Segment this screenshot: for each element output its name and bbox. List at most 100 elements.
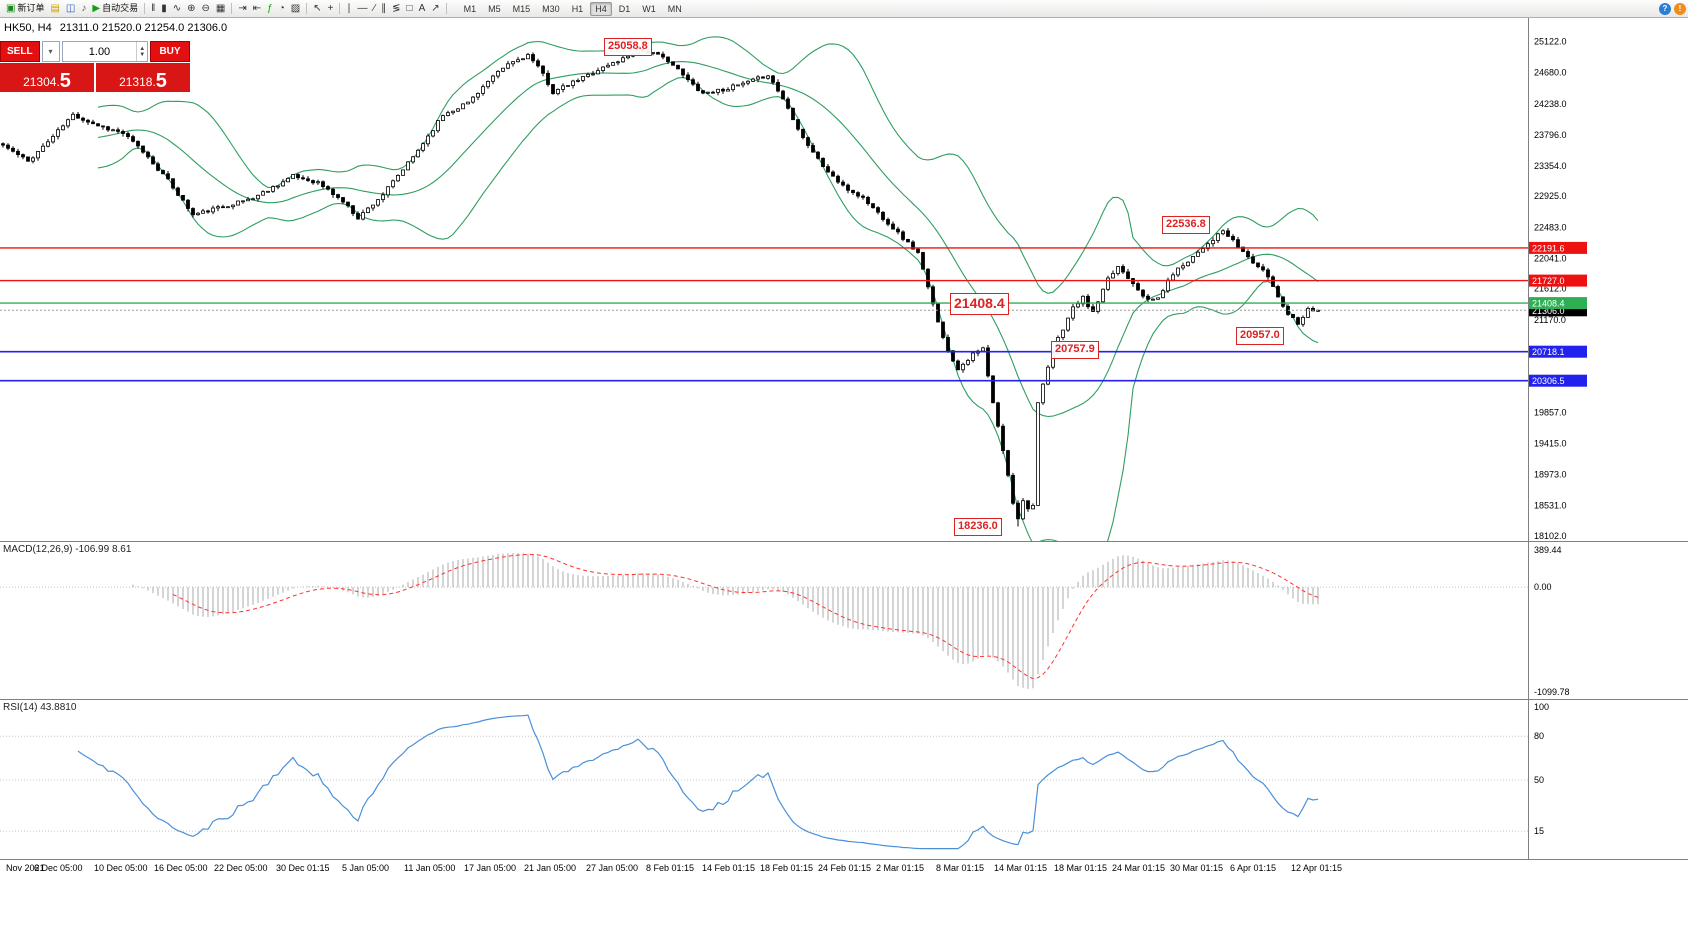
periods-icon-glyph: ◔ (278, 3, 285, 14)
timeframe-h4[interactable]: H4 (590, 1, 612, 16)
timeframe-d1[interactable]: D1 (618, 3, 631, 14)
text-icon[interactable]: A (417, 1, 428, 16)
vertical-line-icon[interactable]: ∣ (344, 1, 353, 16)
text-icon-glyph: A (418, 3, 426, 14)
time-label: 22 Dec 05:00 (214, 863, 268, 873)
candles-chart-type-icon[interactable]: ▮ (159, 1, 169, 16)
symbol-period: HK50, H4 (4, 22, 52, 34)
order-type-dropdown[interactable]: ▾ (41, 41, 60, 62)
svg-text:23796.0: 23796.0 (1534, 130, 1567, 140)
chart-shift-icon-glyph: ⇤ (252, 3, 262, 14)
zoom-out-icon[interactable]: ⊖ (200, 1, 212, 16)
time-label: 16 Dec 05:00 (154, 863, 208, 873)
alert-sound-icon[interactable]: ♪ (79, 1, 88, 16)
timeframe-h1[interactable]: H1 (571, 3, 584, 14)
time-label: Nov 2021 (6, 863, 45, 873)
volume-field: ▲ ▼ (61, 41, 148, 62)
autotrade-button-label: 自动交易 (102, 3, 139, 13)
time-label: 11 Jan 05:00 (404, 863, 456, 873)
channel-icon[interactable]: ∥ (379, 1, 388, 16)
buy-button[interactable]: BUY (150, 41, 190, 62)
window-filler (0, 877, 1688, 942)
time-label: 8 Mar 01:15 (936, 863, 985, 873)
toolbar-separator (306, 3, 308, 14)
community-icon[interactable]: ! (1674, 2, 1686, 15)
buy-price[interactable]: 21318. 5 (96, 63, 190, 92)
time-label: 18 Feb 01:15 (760, 863, 814, 873)
rsi-chart[interactable]: 100 80 50 15 (0, 700, 1688, 860)
autotrade-button[interactable]: ▶ 自动交易 (90, 1, 140, 16)
tile-windows-icon[interactable]: ▦ (214, 1, 227, 16)
price-label-21408.4[interactable]: 21408.4 (950, 293, 1009, 315)
svg-text:18973.0: 18973.0 (1534, 470, 1567, 480)
time-label: 5 Jan 05:00 (342, 863, 390, 873)
bar-chart-type-icon[interactable]: ‖ (149, 1, 157, 16)
timeframe-m1[interactable]: M1 (463, 3, 477, 14)
svg-text:19857.0: 19857.0 (1534, 407, 1567, 417)
profile-icon[interactable]: ▤ (48, 1, 61, 16)
line-chart-type-icon-glyph: ∿ (172, 3, 182, 14)
time-label: 10 Dec 05:00 (94, 863, 148, 873)
buy-price-big-digit: 5 (155, 70, 167, 92)
zoom-out-icon-glyph: ⊖ (201, 3, 210, 14)
cursor-icon[interactable]: ↖ (311, 1, 323, 16)
volume-down-icon[interactable]: ▼ (139, 51, 146, 58)
price-label-20757.9[interactable]: 20757.9 (1051, 341, 1099, 359)
price-label-22536.8[interactable]: 22536.8 (1162, 216, 1210, 234)
channel-icon-glyph: ∥ (381, 3, 387, 14)
sell-price[interactable]: 21304. 5 (0, 63, 94, 92)
price-label-18236.0[interactable]: 18236.0 (954, 518, 1002, 536)
price-label-25058.8[interactable]: 25058.8 (604, 38, 652, 56)
new-order-button-label: 新订单 (17, 3, 45, 13)
timeframe-group: M1 M5 M15 M30 H1 H4 D1 W1 MN (458, 1, 688, 16)
timeframe-m15[interactable]: M15 (512, 3, 531, 14)
macd-chart[interactable]: 389.44 0.00 -1099.78 (0, 542, 1688, 700)
main-chart-panel: 25122.0 24680.0 24238.0 23796.0 23354.0 22925… (0, 17, 1688, 541)
svg-text:24680.0: 24680.0 (1534, 68, 1567, 78)
line-chart-type-icon[interactable]: ∿ (171, 1, 183, 16)
svg-text:22925.0: 22925.0 (1534, 191, 1567, 201)
candlestick-chart[interactable]: 25122.0 24680.0 24238.0 23796.0 23354.0 22925… (0, 17, 1688, 541)
zoom-in-icon[interactable]: ⊕ (185, 1, 197, 16)
price-label-20957.0[interactable]: 20957.0 (1236, 327, 1284, 345)
sell-price-main: 21304. (23, 75, 60, 89)
new-order-button[interactable]: ▣ 新订单 (4, 1, 46, 16)
help-icon[interactable]: ? (1659, 2, 1671, 15)
timeframe-mn[interactable]: MN (667, 3, 682, 14)
timeframe-m30[interactable]: M30 (542, 3, 560, 14)
crosshair-icon[interactable]: + (326, 1, 336, 16)
svg-text:23354.0: 23354.0 (1534, 161, 1567, 171)
templates-icon[interactable]: ▨ (289, 1, 302, 16)
chart-window-icon[interactable]: ◫ (64, 1, 77, 16)
svg-text:21306.0: 21306.0 (1532, 306, 1565, 316)
horizontal-line-icon-glyph: ― (357, 3, 368, 14)
sell-price-big-digit: 5 (59, 70, 71, 92)
chart-shift-icon[interactable]: ⇤ (251, 1, 263, 16)
svg-text:20306.5: 20306.5 (1532, 376, 1565, 386)
volume-input[interactable] (62, 45, 137, 58)
shapes-icon[interactable]: □ (405, 1, 415, 16)
time-label: 12 Apr 01:15 (1291, 863, 1343, 873)
svg-text:21727.0: 21727.0 (1532, 276, 1565, 286)
svg-text:18102.0: 18102.0 (1534, 531, 1567, 541)
fibonacci-icon[interactable]: ≶ (390, 1, 402, 16)
bar-chart-type-icon-glyph: ‖ (151, 3, 156, 14)
volume-up-icon[interactable]: ▲ (139, 45, 146, 52)
volume-stepper: ▲ ▼ (136, 42, 147, 61)
vertical-line-icon-glyph: ∣ (346, 3, 352, 14)
time-label: 27 Jan 05:00 (586, 863, 639, 873)
timeframe-w1[interactable]: W1 (642, 3, 656, 14)
profile-icon-glyph: ▤ (50, 3, 60, 14)
sell-button[interactable]: SELL (0, 41, 40, 62)
time-axis[interactable]: Nov 2021 6 Dec 05:00 10 Dec 05:00 16 Dec 05… (0, 859, 1688, 878)
horizontal-line-icon[interactable]: ― (355, 1, 369, 16)
svg-text:21170.0: 21170.0 (1534, 315, 1566, 325)
alert-sound-icon-glyph: ♪ (81, 3, 87, 14)
auto-scroll-icon[interactable]: ⇥ (236, 1, 248, 16)
indicators-icon[interactable]: ƒ (265, 1, 275, 16)
periods-icon[interactable]: ◔ (277, 1, 287, 16)
trendline-icon[interactable]: ∕ (371, 1, 377, 16)
timeframe-m5[interactable]: M5 (488, 3, 501, 14)
arrow-tool-icon[interactable]: ↗ (429, 1, 441, 16)
trade-widget-row2: 21304. 5 21318. 5 (0, 63, 190, 92)
